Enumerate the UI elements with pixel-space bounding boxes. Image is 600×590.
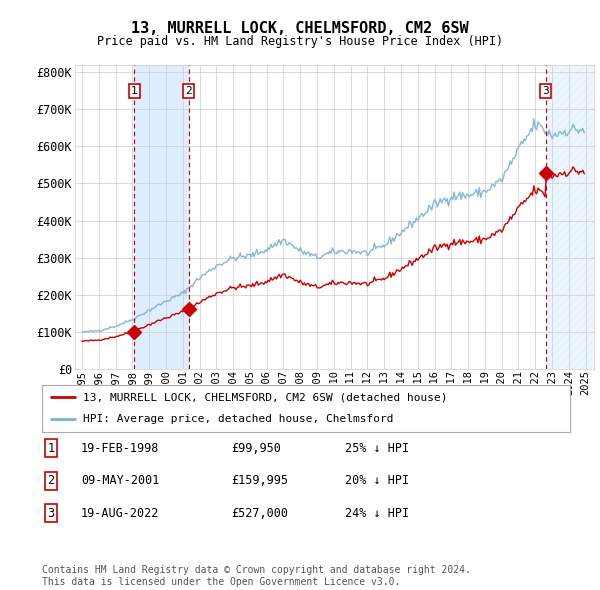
Text: 19-FEB-1998: 19-FEB-1998 — [81, 442, 160, 455]
Text: 2: 2 — [185, 86, 192, 96]
Text: Price paid vs. HM Land Registry's House Price Index (HPI): Price paid vs. HM Land Registry's House … — [97, 35, 503, 48]
Text: 1: 1 — [47, 442, 55, 455]
Bar — [134, 65, 189, 369]
Text: £99,950: £99,950 — [231, 442, 281, 455]
Text: 1: 1 — [131, 86, 138, 96]
Text: 3: 3 — [47, 507, 55, 520]
Text: 25% ↓ HPI: 25% ↓ HPI — [345, 442, 409, 455]
Text: HPI: Average price, detached house, Chelmsford: HPI: Average price, detached house, Chel… — [83, 414, 394, 424]
Text: 2: 2 — [47, 474, 55, 487]
Text: 13, MURRELL LOCK, CHELMSFORD, CM2 6SW (detached house): 13, MURRELL LOCK, CHELMSFORD, CM2 6SW (d… — [83, 392, 448, 402]
Text: 09-MAY-2001: 09-MAY-2001 — [81, 474, 160, 487]
Text: Contains HM Land Registry data © Crown copyright and database right 2024.
This d: Contains HM Land Registry data © Crown c… — [42, 565, 471, 587]
Bar — [546, 65, 594, 369]
Text: 19-AUG-2022: 19-AUG-2022 — [81, 507, 160, 520]
Text: £527,000: £527,000 — [231, 507, 288, 520]
Text: 13, MURRELL LOCK, CHELMSFORD, CM2 6SW: 13, MURRELL LOCK, CHELMSFORD, CM2 6SW — [131, 21, 469, 35]
Text: 20% ↓ HPI: 20% ↓ HPI — [345, 474, 409, 487]
Text: 3: 3 — [542, 86, 549, 96]
Text: 24% ↓ HPI: 24% ↓ HPI — [345, 507, 409, 520]
Text: £159,995: £159,995 — [231, 474, 288, 487]
